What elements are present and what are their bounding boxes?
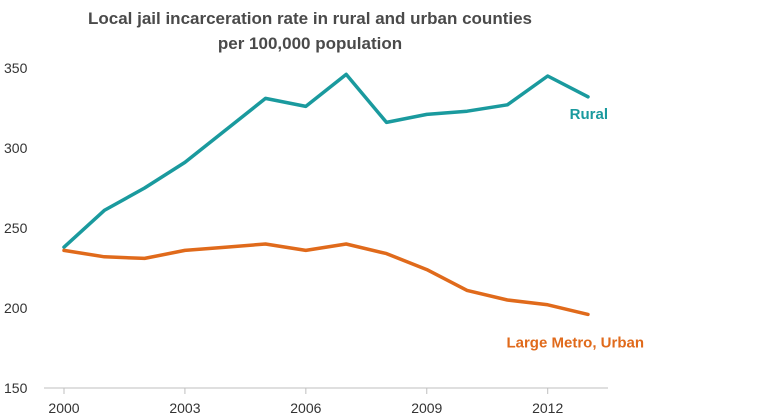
series-label-large-metro-urban: Large Metro, Urban [506,334,644,351]
series-lines [62,72,590,317]
x-tick-label: 2000 [48,400,79,416]
x-tick-label: 2006 [290,400,321,416]
x-tick-label: 2012 [532,400,563,416]
y-tick-label: 200 [4,300,28,316]
x-axis-ticks: 2000 2003 2006 2009 2012 [48,388,563,416]
y-tick-label: 300 [4,140,28,156]
x-tick-label: 2009 [411,400,442,416]
chart-title: Local jail incarceration rate in rural a… [0,6,620,56]
series-labels: Rural Large Metro, Urban [506,106,644,352]
chart-title-line-1: Local jail incarceration rate in rural a… [87,9,532,28]
y-axis-ticks: 150 200 250 300 350 [4,60,28,396]
series-line-large-metro-urban [62,242,590,317]
x-tick-label: 2003 [169,400,200,416]
y-tick-label: 250 [4,220,28,236]
y-tick-label: 150 [4,380,28,396]
y-tick-label: 350 [4,60,28,76]
series-line-rural [62,72,590,249]
chart-title-line-2: per 100,000 population [217,34,403,53]
series-label-rural: Rural [570,106,608,123]
